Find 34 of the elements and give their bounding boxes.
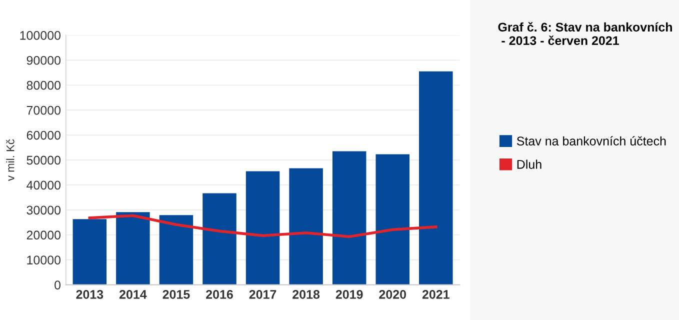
- x-tick-label: 2018: [292, 290, 320, 299]
- x-tick-label: 2013: [76, 290, 104, 299]
- text: Graf č. 6: Stav na bankovních - 2013 - červen 2021: [498, 22, 672, 46]
- bar: [376, 154, 410, 285]
- y-tick-label: 0: [54, 280, 61, 290]
- x-tick-label: 2017: [249, 290, 276, 299]
- bar: [202, 193, 236, 285]
- x-tick-label: 2020: [379, 290, 406, 299]
- y-tick-label: 80000: [26, 80, 61, 90]
- y-tick-label: 40000: [26, 180, 61, 190]
- legend-label: Dluh: [517, 160, 542, 169]
- x-tick-label: 2019: [336, 290, 363, 299]
- bar: [159, 215, 194, 285]
- bar: [116, 212, 150, 285]
- bar: [419, 71, 453, 285]
- y-tick-label: 20000: [26, 230, 61, 240]
- x-tick-label: 2016: [206, 290, 233, 299]
- x-tick-label: 2014: [119, 290, 147, 299]
- y-tick-label: 100000: [20, 31, 61, 40]
- y-axis-title: v mil. Kč: [6, 139, 14, 181]
- line-series: [88, 214, 438, 238]
- y-tick-label: 10000: [27, 256, 61, 264]
- bar: [332, 151, 366, 285]
- bar: [72, 219, 107, 285]
- y-tick-label: 90000: [26, 56, 61, 65]
- x-tick-label: 2015: [162, 290, 190, 299]
- y-tick-label: 60000: [26, 130, 61, 140]
- x-tick-label: 2021: [422, 290, 450, 299]
- y-tick-label: 50000: [26, 156, 61, 165]
- legend-label: Stav na bankovních účtech: [516, 136, 666, 146]
- y-tick-label: 70000: [26, 106, 61, 115]
- y-tick-label: 30000: [26, 206, 61, 215]
- bar: [246, 171, 280, 285]
- bar: [289, 168, 323, 285]
